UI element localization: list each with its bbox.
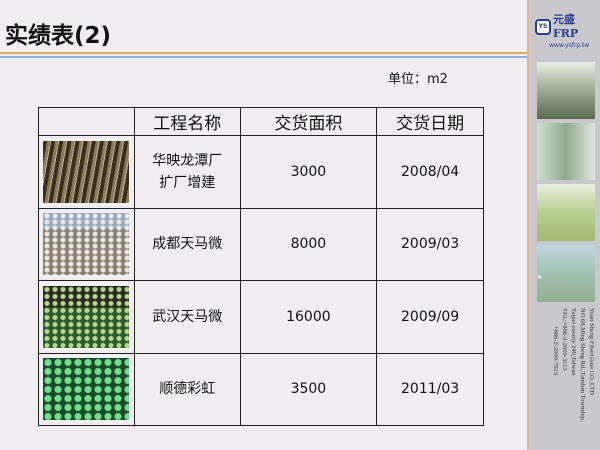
area-cell: 16000 xyxy=(239,280,378,354)
project-name: 华映龙潭厂 xyxy=(152,152,223,169)
sidebar: YS 元盛FRP www.ysfrp.tw xyxy=(527,0,600,450)
date-cell: 2009/09 xyxy=(376,280,484,354)
project-photo xyxy=(43,358,130,421)
sidebar-photo xyxy=(537,245,595,302)
header-area: 交货面积 xyxy=(239,107,378,136)
project-photo xyxy=(43,140,130,203)
company-address: Yuan Sheng FiberGlass CO.,LTD NO.68,Ming… xyxy=(551,308,596,448)
date-cell: 2011/03 xyxy=(376,352,484,426)
table-row: 顺德彩虹 3500 2011/03 xyxy=(38,352,484,426)
sidebar-photo xyxy=(537,184,595,241)
area-cell: 8000 xyxy=(239,207,378,281)
date-cell: 2008/04 xyxy=(376,135,484,209)
project-name: 顺德彩虹 xyxy=(133,352,241,426)
logo-name: 元盛FRP xyxy=(552,13,579,40)
address-line: Yuan Sheng FiberGlass CO.,LTD xyxy=(588,308,595,395)
project-name-line2: 扩厂增建 xyxy=(159,174,216,191)
slide-title: 实绩表(2) xyxy=(5,23,112,49)
header-date: 交货日期 xyxy=(376,107,484,136)
table-header-row: 工程名称 交货面积 交货日期 xyxy=(38,107,484,136)
table-row: 成都天马微 8000 2009/03 xyxy=(38,207,484,281)
performance-table: 工程名称 交货面积 交货日期 华映龙潭厂扩厂增建 3000 2008/04 成都… xyxy=(38,107,484,426)
sidebar-photo xyxy=(537,123,595,180)
company-logo: YS 元盛FRP xyxy=(535,13,600,40)
logo-mark: YS xyxy=(535,19,551,35)
table-row: 武汉天马微 16000 2009/09 xyxy=(38,280,484,354)
unit-label: 单位：m2 xyxy=(388,72,448,87)
project-name: 成都天马微 xyxy=(133,207,241,281)
project-photo xyxy=(43,285,130,348)
table-row: 华映龙潭厂扩厂增建 3000 2008/04 xyxy=(38,135,484,209)
header-photo xyxy=(38,107,135,136)
header-project-name: 工程名称 xyxy=(133,107,241,136)
website-url: www.ysfrp.tw xyxy=(549,42,590,49)
address-line: Taipei county 240,Taiwan xyxy=(570,308,577,376)
address-line: +886-2-2009-7923 xyxy=(552,326,559,376)
area-cell: 3000 xyxy=(239,135,378,209)
sidebar-photo xyxy=(537,62,595,119)
divider-orange xyxy=(0,52,527,54)
divider-blue xyxy=(0,56,527,58)
project-photo xyxy=(43,213,130,276)
address-line: TEL:+886-2-2009-3113 xyxy=(561,308,568,371)
area-cell: 3500 xyxy=(239,352,378,426)
project-name: 武汉天马微 xyxy=(133,280,241,354)
address-line: NO.68,Ming Sheng Rd.,Tanshan Township, xyxy=(579,308,586,422)
date-cell: 2009/03 xyxy=(376,207,484,281)
